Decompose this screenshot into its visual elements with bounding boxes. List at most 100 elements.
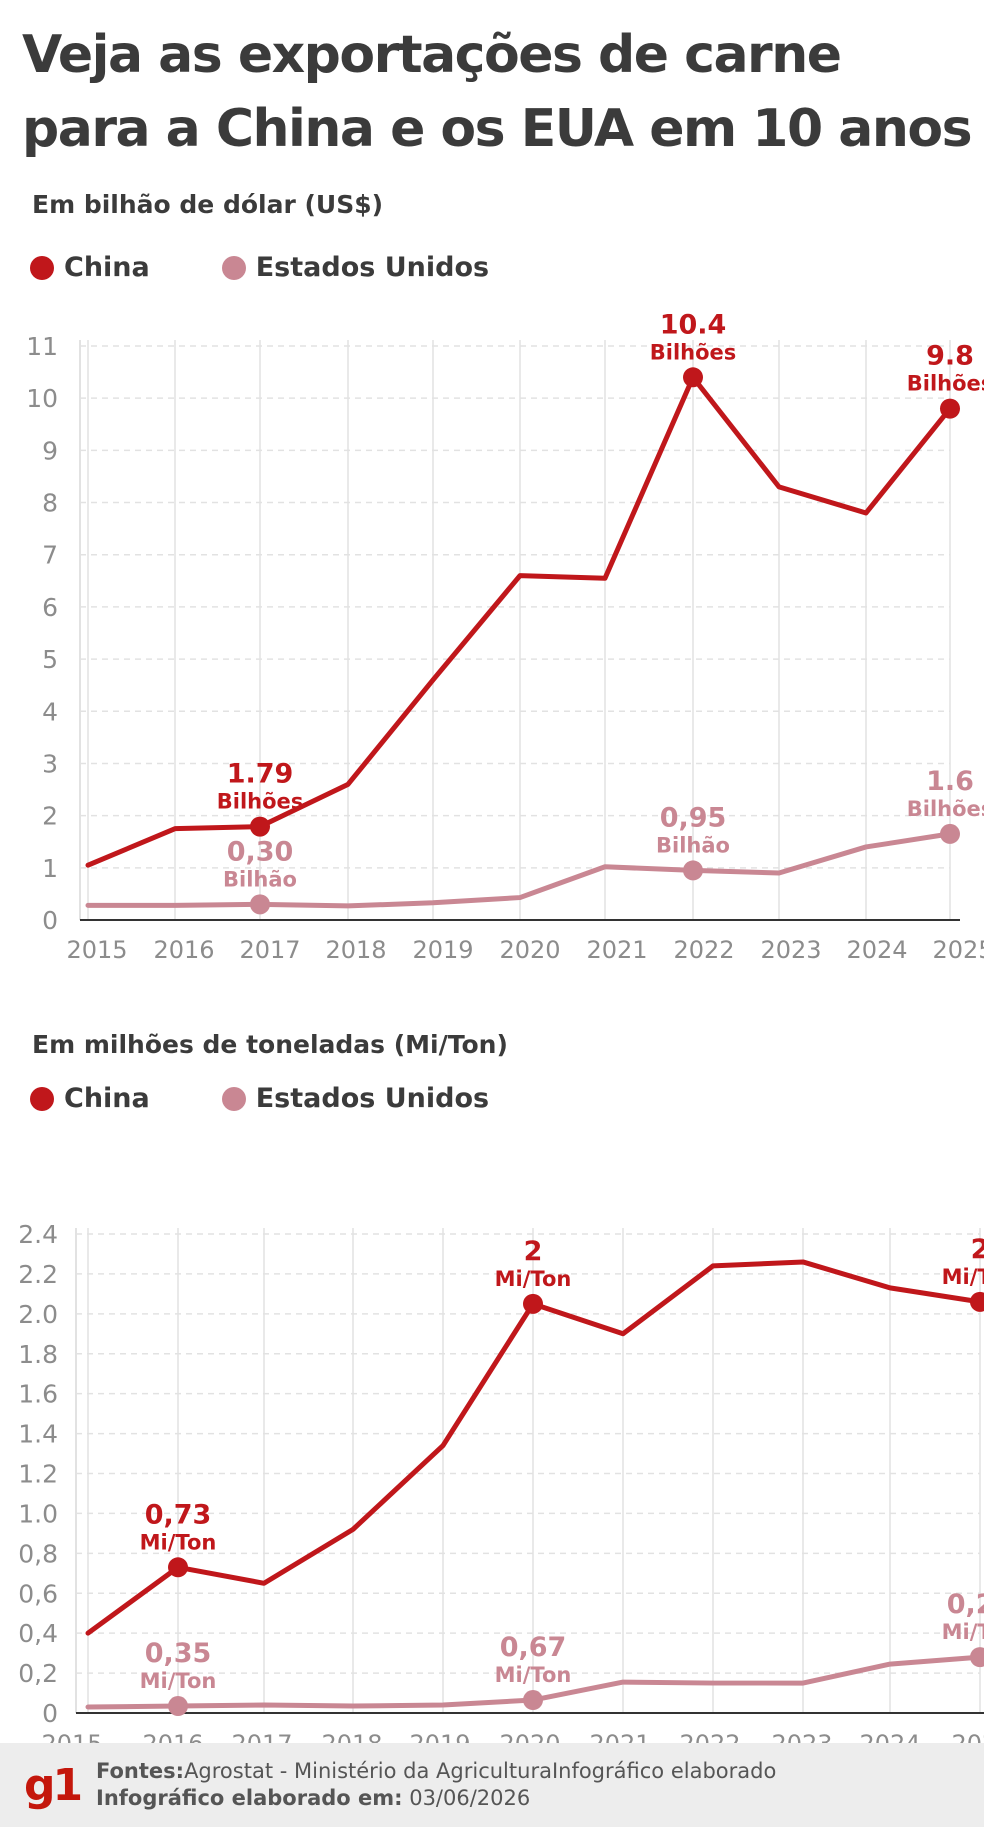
x-tick-label: 2019 xyxy=(412,936,473,964)
data-label-unit-usa: Bilhão xyxy=(223,867,297,891)
data-label-unit-china: Bilhões xyxy=(907,372,984,396)
data-label-value-usa: 0,95 xyxy=(660,802,727,833)
y-tick-label: 10 xyxy=(26,384,58,413)
x-tick-label: 2020 xyxy=(499,936,560,964)
chart2-subtitle: Em milhões de toneladas (Mi/Ton) xyxy=(32,1030,508,1059)
data-label-value-usa: 0,28 xyxy=(947,1589,984,1620)
chart-volume-tons: 00,20,40,60,81.01.21.41.61.82.02.22.4201… xyxy=(18,1220,984,1758)
sources-line: Fontes:Agrostat - Ministério da Agricult… xyxy=(96,1759,776,1783)
data-label-unit-china: Mi/Ton xyxy=(140,1530,217,1554)
series-line-china xyxy=(85,374,953,868)
data-label-value-usa: 0,35 xyxy=(145,1638,212,1669)
legend-item-china: China xyxy=(30,1083,150,1114)
data-label-value-usa: 0,67 xyxy=(500,1632,567,1663)
data-label-value-china: 2 xyxy=(971,1234,984,1265)
y-tick-label: 3 xyxy=(42,749,58,778)
data-point-china xyxy=(250,816,270,837)
sources-label: Fontes: xyxy=(96,1759,185,1783)
china-dot-icon xyxy=(30,255,54,280)
data-label-value-china: 0,73 xyxy=(145,1499,212,1530)
x-tick-label: 2025 xyxy=(932,936,984,964)
y-tick-label: 0,8 xyxy=(18,1539,58,1568)
x-tick-label: 2016 xyxy=(153,936,214,964)
y-tick-label: 1.8 xyxy=(18,1340,58,1369)
y-tick-label: 2.0 xyxy=(18,1300,58,1329)
chart2-legend: China Estados Unidos xyxy=(30,1083,561,1114)
series-line-usa xyxy=(85,831,953,909)
data-point-china xyxy=(683,367,703,388)
x-tick-label: 2024 xyxy=(846,936,907,964)
title-line-1: Veja as exportações de carne xyxy=(22,25,842,85)
data-label-unit-usa: Bilhão xyxy=(656,833,730,857)
data-label-value-china: 1.79 xyxy=(227,759,294,790)
data-point-china xyxy=(523,1293,543,1314)
chart1-subtitle: Em bilhão de dólar (US$) xyxy=(32,190,384,219)
y-tick-label: 8 xyxy=(42,489,58,518)
y-tick-label: 0 xyxy=(42,906,58,935)
y-tick-label: 5 xyxy=(42,645,58,674)
data-label-unit-usa: Mi/Ton xyxy=(140,1669,217,1693)
data-point-usa xyxy=(168,1696,188,1717)
data-point-china xyxy=(940,398,960,419)
x-tick-label: 2023 xyxy=(760,936,821,964)
legend-label-usa: Estados Unidos xyxy=(255,252,490,283)
data-label-value-china: 9.8 xyxy=(926,341,974,372)
data-label-unit-china: Mi/Ton xyxy=(495,1267,572,1291)
data-point-usa xyxy=(523,1690,543,1711)
date-line: Infográfico elaborado em: 03/06/2026 xyxy=(96,1786,530,1810)
x-tick-label: 2017 xyxy=(239,936,300,964)
data-label-unit-usa: Bilhões xyxy=(907,797,984,821)
data-label-value-china: 2 xyxy=(524,1236,543,1267)
y-tick-label: 2.4 xyxy=(18,1220,58,1249)
data-label-unit-china: Mi/Ton xyxy=(942,1265,984,1289)
chart1-legend: China Estados Unidos xyxy=(30,252,561,283)
y-tick-label: 2 xyxy=(42,802,58,831)
legend-label-china: China xyxy=(64,1083,150,1114)
legend-item-usa: Estados Unidos xyxy=(221,252,490,283)
y-tick-label: 0,6 xyxy=(18,1579,58,1608)
y-tick-label: 1.0 xyxy=(18,1499,58,1528)
date-label: Infográfico elaborado em: xyxy=(96,1786,403,1810)
data-point-usa xyxy=(970,1647,984,1668)
usa-dot-icon xyxy=(221,1086,246,1111)
date-text: 03/06/2026 xyxy=(402,1786,531,1810)
data-point-china xyxy=(168,1557,188,1578)
title-line-2: para a China e os EUA em 10 anos xyxy=(22,99,973,159)
data-label-value-usa: 1.6 xyxy=(926,766,974,797)
data-label-unit-china: Bilhões xyxy=(650,340,737,364)
data-label-unit-china: Bilhões xyxy=(217,790,304,814)
x-tick-label: 2018 xyxy=(325,936,386,964)
data-point-usa xyxy=(250,894,270,915)
chart-value-usd: 0 1 2 3 4 5 6 7 8 9 10 11 2015 2016 2017 2018 2019 2020 20… xyxy=(26,309,984,964)
y-tick-label: 0,4 xyxy=(18,1619,58,1648)
sources-text: Agrostat - Ministério da AgriculturaInfo… xyxy=(184,1759,777,1783)
legend-item-usa: Estados Unidos xyxy=(221,1083,489,1114)
y-tick-label: 0,2 xyxy=(18,1659,58,1688)
y-tick-label: 0 xyxy=(42,1699,58,1728)
china-dot-icon xyxy=(30,1086,54,1111)
page-title: Veja as exportações de carne para a Chin… xyxy=(22,18,973,166)
y-tick-label: 1 xyxy=(42,854,58,883)
y-tick-label: 9 xyxy=(42,436,58,465)
data-point-usa xyxy=(683,860,703,881)
y-tick-label: 4 xyxy=(42,697,58,726)
series-line-china xyxy=(85,1259,983,1636)
y-tick-label: 11 xyxy=(26,332,58,361)
y-tick-label: 6 xyxy=(42,593,58,622)
footer: g1 Fontes:Agrostat - Ministério da Agric… xyxy=(0,1743,984,1827)
legend-item-china: China xyxy=(30,252,150,283)
y-tick-label: 1.4 xyxy=(18,1420,58,1449)
y-tick-label: 2.2 xyxy=(18,1260,58,1289)
y-tick-label: 1.2 xyxy=(18,1460,58,1489)
data-label-value-usa: 0,30 xyxy=(227,836,294,867)
data-label-unit-usa: Mi/Ton xyxy=(495,1663,572,1687)
x-tick-label: 2022 xyxy=(673,936,734,964)
legend-label-china: China xyxy=(64,252,150,283)
data-point-usa xyxy=(940,823,960,844)
g1-logo: g1 xyxy=(24,1760,83,1811)
data-point-china xyxy=(970,1291,984,1312)
data-label-value-china: 10.4 xyxy=(660,309,727,340)
x-tick-label: 2021 xyxy=(586,936,647,964)
usa-dot-icon xyxy=(221,255,246,280)
x-tick-label: 2015 xyxy=(66,936,127,964)
